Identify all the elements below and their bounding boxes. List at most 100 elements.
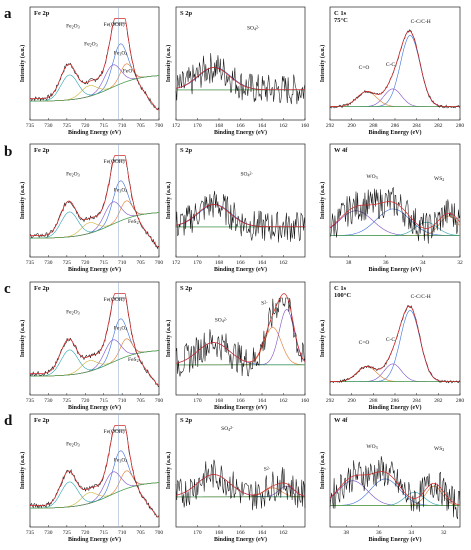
plot-frame: [329, 413, 461, 528]
x-tick-label: 172: [172, 123, 181, 129]
y-axis-label: Intensity (a.u.): [165, 452, 172, 490]
x-tick-label: 730: [44, 530, 53, 536]
y-axis-label: Intensity (a.u.): [19, 452, 26, 490]
x-tick-label: 282: [434, 123, 443, 129]
x-axis-label: Binding Energy (eV): [68, 266, 121, 273]
panel-title: Fe 2p: [34, 147, 50, 154]
raw-spectrum: [329, 29, 461, 109]
envelope-fit: [175, 293, 306, 364]
y-axis-label: Intensity (a.u.): [165, 182, 172, 220]
envelope-fit: [175, 474, 306, 497]
x-axis-label: Binding Energy (eV): [368, 536, 421, 543]
peak-annotation: Fe(OOH): [104, 158, 125, 165]
peak-annotation: Fe2O3: [66, 310, 79, 316]
peak-annotation: SO42-: [247, 24, 260, 31]
peak-annotation: WO3: [366, 444, 377, 450]
row-label-c: c: [4, 281, 11, 297]
panel-r0c0: 735 730 725 720 715 710 705 700 Binding Energy (…: [19, 6, 163, 136]
x-tick-label: 282: [434, 398, 443, 404]
panel-title: Fe 2p: [34, 10, 50, 17]
panel-r3c2: 38 36 34 32 Binding Energy (eV) Intensity (a.…: [319, 413, 461, 543]
raw-spectrum: [329, 456, 461, 520]
x-tick-label: 170: [193, 398, 202, 404]
fit-component-2: [30, 201, 160, 239]
panel-r2c1: 170 168 166 164 162 160 Binding Energy (eV) Int…: [165, 281, 310, 411]
x-tick-label: 290: [348, 398, 357, 404]
peak-annotation: WS2: [434, 446, 444, 452]
raw-spectrum: [175, 53, 306, 105]
peak-annotation: Fe2O3: [66, 172, 79, 178]
x-tick-label: 162: [279, 260, 288, 266]
peak-annotation: Fe2O3: [66, 23, 79, 29]
fit-component-3: [30, 470, 160, 509]
x-tick-label: 715: [100, 398, 109, 404]
y-axis-label: Intensity (a.u.): [19, 182, 26, 220]
x-tick-label: 710: [118, 398, 127, 404]
peak-annotation: Fe2O3: [84, 41, 97, 47]
plot-frame: [175, 6, 306, 121]
x-tick-label: 164: [258, 398, 267, 404]
y-axis-label: Intensity (a.u.): [165, 45, 172, 83]
panel-r1c0: 735 730 725 720 715 710 705 700 Binding Energy (…: [19, 143, 163, 273]
raw-spectrum: [329, 304, 461, 384]
plot-frame: [29, 281, 160, 396]
x-tick-label: 166: [236, 398, 245, 404]
x-tick-label: 168: [215, 398, 224, 404]
peak-annotation: Fe3O4: [114, 187, 127, 193]
panel-r2c0: 735 730 725 720 715 710 705 700 Binding Energy (…: [19, 281, 163, 411]
x-tick-label: 160: [301, 398, 310, 404]
y-axis-label: Intensity (a.u.): [319, 452, 326, 490]
x-tick-label: 720: [81, 398, 90, 404]
fit-component-2: [329, 210, 460, 236]
x-tick-label: 160: [301, 123, 310, 129]
fit-component-2: [30, 64, 160, 102]
x-tick-label: 168: [215, 260, 224, 266]
x-tick-label: 292: [326, 398, 335, 404]
x-tick-label: 170: [193, 260, 202, 266]
peak-annotation: S2-: [261, 299, 268, 306]
x-tick-label: 725: [63, 398, 72, 404]
peak-annotation: WO3: [366, 174, 377, 180]
fit-component-1: [330, 310, 460, 382]
x-tick-label: 715: [100, 260, 109, 266]
plot-frame: [175, 413, 306, 528]
envelope-fit: [329, 471, 461, 506]
panel-title: C 1s: [334, 285, 347, 292]
x-tick-label: 735: [26, 398, 35, 404]
plot-frame: [175, 143, 306, 258]
peak-annotation: SO42-: [215, 316, 228, 323]
x-axis-label: Binding Energy (eV): [214, 404, 267, 411]
envelope-fit: [175, 204, 305, 228]
x-tick-label: 725: [63, 260, 72, 266]
fit-component-2: [30, 471, 160, 509]
envelope-fit: [175, 67, 305, 91]
x-tick-label: 166: [236, 123, 245, 129]
x-tick-label: 34: [409, 530, 415, 536]
x-tick-label: 170: [193, 123, 202, 129]
envelope-fit: [329, 201, 461, 229]
x-tick-label: 280: [456, 123, 465, 129]
fit-component-3: [30, 200, 160, 239]
x-tick-label: 34: [420, 260, 426, 266]
peak-annotation: Fe3O4: [114, 50, 127, 56]
panel-r3c0: 735 730 725 720 715 710 705 700 Binding Energy (…: [19, 413, 164, 543]
x-tick-label: 725: [63, 530, 72, 536]
x-tick-label: 735: [26, 123, 35, 129]
x-tick-label: 286: [391, 123, 400, 129]
y-axis-label: Intensity (a.u.): [319, 45, 326, 83]
panel-r0c2: 292 290 288 286 284 282 280 Binding Energy (eV)…: [319, 6, 465, 136]
panel-title: Fe 2p: [34, 285, 50, 292]
x-tick-label: 170: [193, 530, 202, 536]
x-tick-label: 32: [457, 260, 463, 266]
x-tick-label: 700: [155, 530, 164, 536]
fit-component-1: [330, 35, 460, 107]
x-tick-label: 38: [346, 260, 352, 266]
x-tick-label: 286: [391, 398, 400, 404]
x-tick-label: 36: [383, 260, 389, 266]
peak-annotation: Fe2O3: [66, 442, 79, 448]
x-tick-label: 705: [136, 260, 145, 266]
x-tick-label: 705: [136, 123, 145, 129]
plot-frame: [29, 143, 160, 258]
panel-title: Fe 2p: [34, 417, 50, 424]
raw-spectrum: [175, 297, 306, 377]
